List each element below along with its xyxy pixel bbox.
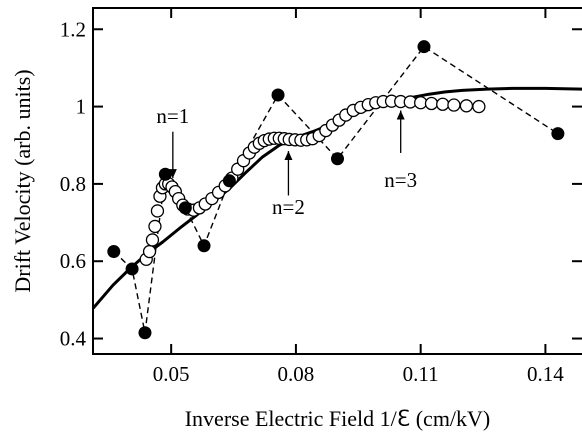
open-circle-point [424,96,439,111]
x-tick-label: 0.14 [527,362,564,386]
open-circle-point [145,233,160,247]
open-circle-point [436,97,450,111]
annotation-arrow-head [396,110,405,120]
y-tick-label: 0.8 [60,172,86,196]
open-circle-point [150,204,165,218]
x-axis-label: Inverse Electric Field 1/ℇ (cm/kV) [185,406,491,431]
y-tick-label: 0.4 [60,327,87,351]
x-tick-label: 0.11 [403,362,439,386]
filled-circle-point [417,40,431,54]
filled-circle-point [178,201,192,215]
open-circle-point [148,219,162,234]
open-circle-point [414,96,428,110]
annotation-arrow-head [168,169,177,179]
y-tick-label: 0.6 [60,249,86,273]
x-tick-label: 0.08 [278,362,315,386]
filled-circle-point [551,127,565,141]
y-axis-label: Drift Velocity (arb. units) [10,69,35,292]
open-circle-point [447,98,461,112]
filled-circle-point [222,174,236,188]
plot-area: 0.05 0.08 0.11 0.14 0.4 0.6 0.8 1 1.2 n=1 n=2 n=3 [60,7,582,386]
annotation-label: n=3 [384,168,417,192]
filled-circle-point [138,326,152,340]
open-circle-point [142,244,157,259]
filled-circle-point [107,245,121,259]
y-tick-label: 1 [76,95,87,119]
filled-circle-point [125,262,139,276]
filled-circle-point [158,167,172,181]
x-tick-label: 0.05 [153,362,190,386]
open-circle-point [472,99,486,114]
annotation-label: n=1 [156,104,189,128]
filled-circle-point [271,88,285,102]
open-circle-point [459,99,474,113]
annotation-label: n=2 [272,195,305,219]
axes-frame [92,7,582,355]
y-tick-label: 1.2 [60,17,86,41]
filled-circle-point [331,152,344,166]
annotation-arrow-head [284,151,293,161]
filled-circle-point [197,239,211,253]
data-layer [93,40,582,340]
